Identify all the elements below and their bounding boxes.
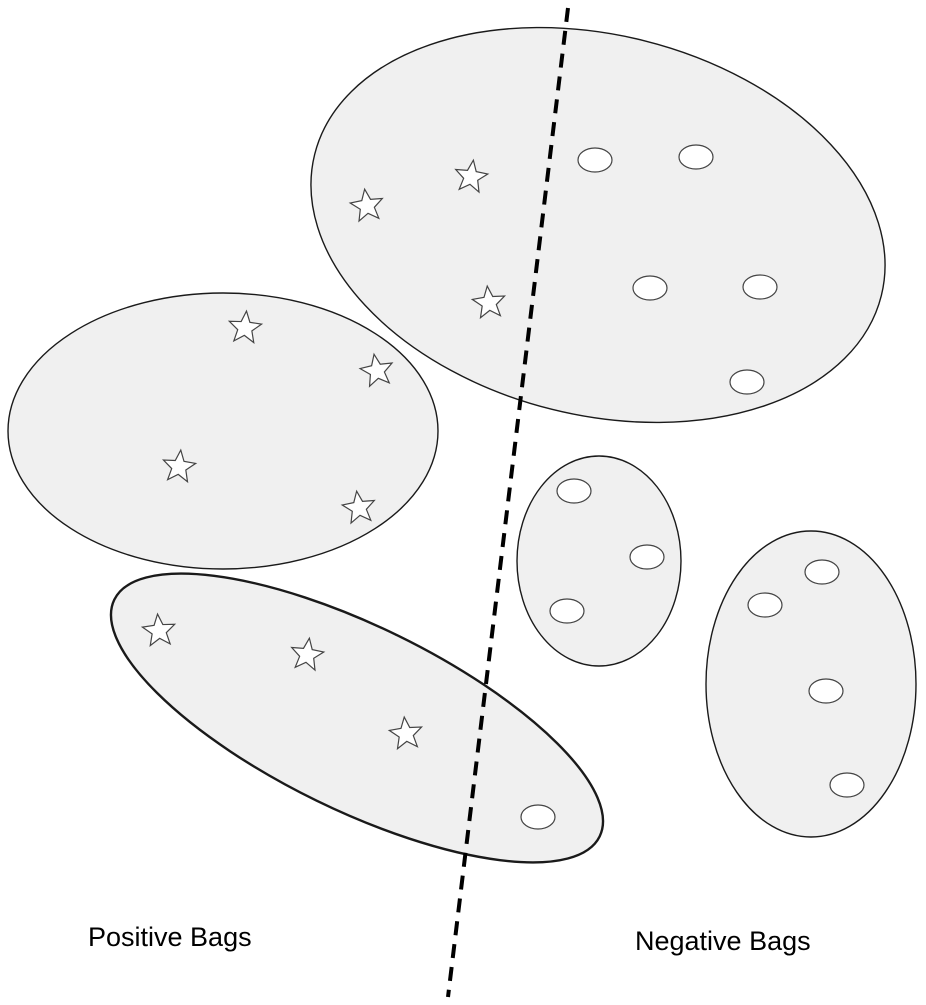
circle-icon [556,478,592,504]
circle-icon [808,678,844,704]
circle-icon [520,804,556,830]
circle-icon [629,544,665,570]
bag-top-mixed [310,26,886,424]
circle-icon [549,598,585,624]
circle-icon [632,275,668,301]
negative-bags-label: Negative Bags [635,926,811,956]
circle-icon [742,274,778,300]
circle-icon [747,592,783,618]
circle-icon [804,559,840,585]
circle-icon [729,369,765,395]
circle-icon [678,144,714,170]
circle-icon [829,772,865,798]
decision-boundary-line [446,7,570,998]
bag-left-positive [7,292,439,570]
bag-diagonal-positive [109,572,605,864]
positive-bags-label: Positive Bags [88,922,252,952]
circle-icon [577,147,613,173]
